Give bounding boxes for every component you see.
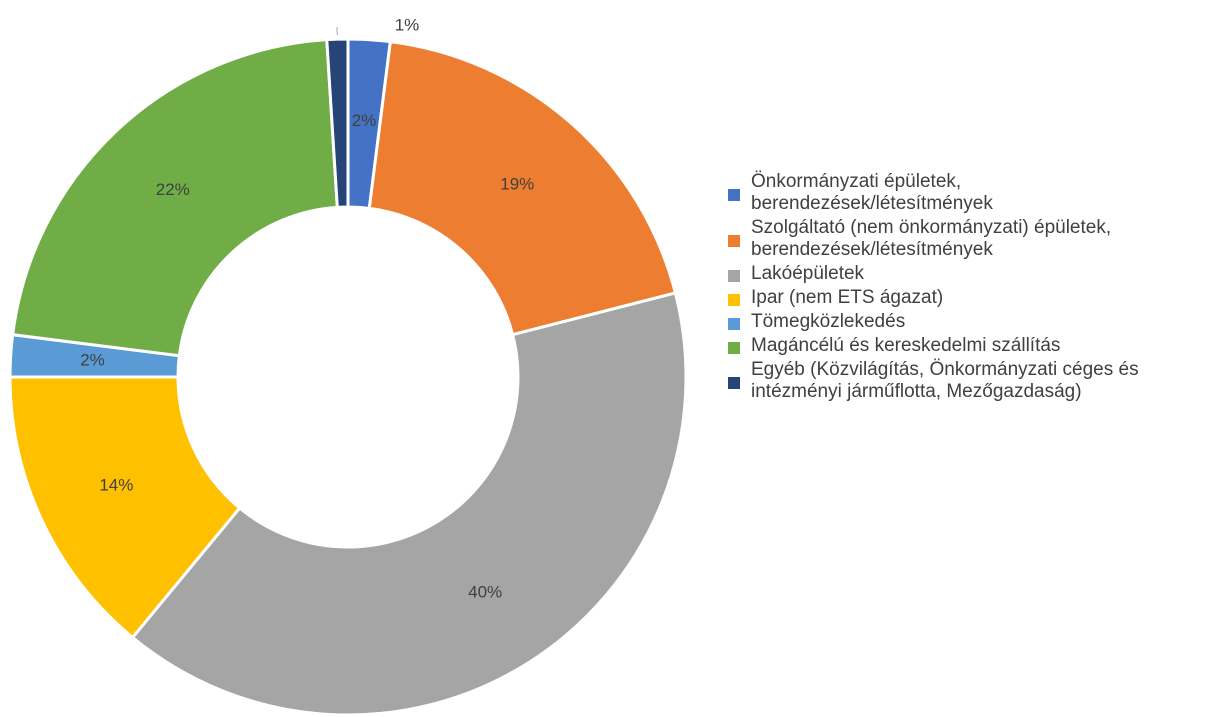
data-label: 22% bbox=[156, 180, 190, 199]
legend-label: Magáncélú és kereskedelmi szállítás bbox=[751, 335, 1061, 356]
slice bbox=[367, 39, 678, 337]
legend-item: Tömegközlekedés bbox=[728, 311, 1208, 333]
slice bbox=[130, 291, 688, 717]
legend-item: Magáncélú és kereskedelmi szállítás bbox=[728, 335, 1208, 357]
legend-item: Ipar (nem ETS ágazat) bbox=[728, 287, 1208, 309]
legend-label: Önkormányzati épületek, berendezések/lét… bbox=[751, 171, 993, 214]
legend-label: Ipar (nem ETS ágazat) bbox=[751, 287, 944, 308]
legend-item: Egyéb (Közvilágítás, Önkormányzati céges… bbox=[728, 359, 1208, 403]
legend-swatch bbox=[728, 342, 740, 354]
legend-swatch bbox=[728, 235, 740, 247]
slice bbox=[10, 38, 339, 358]
legend: Önkormányzati épületek, berendezések/lét… bbox=[728, 171, 1208, 405]
data-label: 2% bbox=[352, 111, 377, 130]
legend-swatch bbox=[728, 377, 740, 389]
legend-item: Szolgáltató (nem önkormányzati) épületek… bbox=[728, 217, 1208, 261]
legend-swatch bbox=[728, 270, 740, 282]
data-label: 1% bbox=[395, 16, 420, 35]
chart: 2% 19% 40% 14% 2% 22% 1% bbox=[8, 16, 688, 717]
slice bbox=[8, 375, 242, 640]
legend-label: Egyéb (Közvilágítás, Önkormányzati céges… bbox=[751, 359, 1139, 402]
data-label: 19% bbox=[500, 174, 534, 193]
slice bbox=[325, 37, 350, 209]
data-label: 40% bbox=[468, 583, 502, 602]
data-label: 2% bbox=[80, 350, 105, 369]
legend-label: Lakóépületek bbox=[751, 263, 865, 284]
legend-swatch bbox=[728, 189, 740, 201]
legend-item: Lakóépületek bbox=[728, 263, 1208, 285]
data-label: 14% bbox=[99, 475, 133, 494]
legend-swatch bbox=[728, 318, 740, 330]
legend-swatch bbox=[728, 294, 740, 306]
legend-label: Szolgáltató (nem önkormányzati) épületek… bbox=[751, 217, 1112, 260]
legend-item: Önkormányzati épületek, berendezések/lét… bbox=[728, 171, 1208, 215]
legend-label: Tömegközlekedés bbox=[751, 311, 906, 332]
